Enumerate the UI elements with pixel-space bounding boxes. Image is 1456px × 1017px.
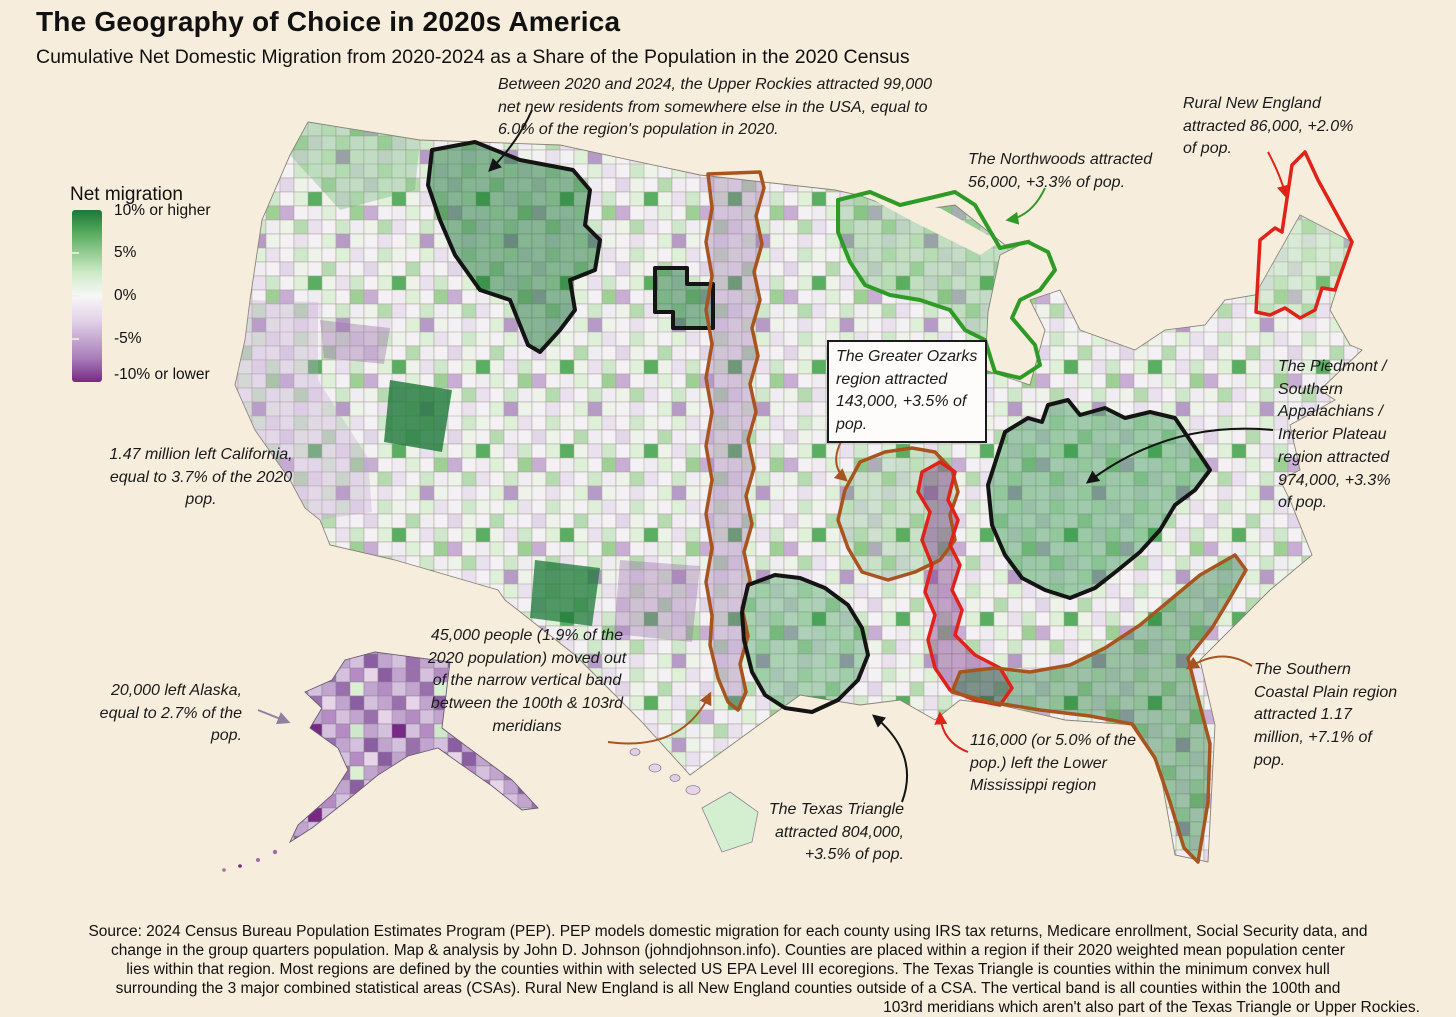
source-line: lies within that region. Most regions ar… bbox=[126, 961, 1330, 978]
lake-superior bbox=[870, 198, 1000, 255]
legend-tick bbox=[72, 295, 79, 297]
annotation-piedmont: The Piedmont / Southern Appalachians / I… bbox=[1278, 358, 1391, 512]
legend-label-5: 5% bbox=[114, 244, 137, 261]
page-title: The Geography of Choice in 2020s America bbox=[36, 6, 621, 37]
legend-title: Net migration bbox=[70, 184, 183, 205]
arrow-meridian-band bbox=[607, 691, 712, 745]
annotation-meridian-band: 45,000 people (1.9% of the 2020 populati… bbox=[427, 627, 627, 735]
legend-label-0: 0% bbox=[114, 287, 137, 304]
arrow-upper-rockies bbox=[488, 109, 533, 172]
arrow-piedmont bbox=[1085, 427, 1274, 484]
arrow-southern-coastal-plain bbox=[1185, 655, 1253, 670]
legend-tick bbox=[72, 252, 79, 254]
source-line: 103rd meridians which aren't also part o… bbox=[883, 999, 1420, 1016]
legend-label-min: -10% or lower bbox=[114, 366, 210, 383]
annotation-lower-mississippi: 116,000 (or 5.0% of the pop.) left the L… bbox=[970, 732, 1137, 795]
annotation-arrows bbox=[257, 109, 1290, 803]
source-line: Source: 2024 Census Bureau Population Es… bbox=[88, 923, 1368, 940]
arrow-rural-new-england bbox=[1267, 151, 1290, 199]
legend-label-max: 10% or higher bbox=[114, 202, 211, 219]
page-subtitle: Cumulative Net Domestic Migration from 2… bbox=[36, 46, 910, 68]
arrow-lower-mississippi bbox=[934, 711, 969, 753]
annotation-northwoods: The Northwoods attracted 56,000, +3.3% o… bbox=[968, 151, 1153, 191]
alaska bbox=[222, 651, 539, 872]
legend-tick bbox=[72, 338, 79, 340]
annotation-alaska: 20,000 left Alaska, equal to 2.7% of the… bbox=[99, 682, 242, 745]
annotation-southern-coastal-plain: The Southern Coastal Plain region attrac… bbox=[1254, 661, 1398, 769]
arrow-alaska bbox=[257, 709, 291, 725]
arrow-texas-triangle bbox=[871, 714, 909, 803]
regional-tints bbox=[235, 122, 1352, 862]
annotation-upper-rockies: Between 2020 and 2024, the Upper Rockies… bbox=[498, 76, 933, 139]
annotation-greater-ozarks: The Greater Ozarks region attracted 143,… bbox=[827, 340, 987, 443]
hawaii bbox=[629, 748, 759, 853]
arrow-northwoods bbox=[1005, 187, 1046, 225]
us-choropleth-map bbox=[222, 109, 1363, 872]
source-line: change in the group quarters population.… bbox=[111, 942, 1345, 959]
source-note: Source: 2024 Census Bureau Population Es… bbox=[36, 922, 1420, 1017]
legend-label-neg5: -5% bbox=[114, 330, 142, 347]
source-line: surrounding the 3 major combined statist… bbox=[115, 980, 1341, 997]
legend: Net migration 10% or higher 5% 0% -5% -1… bbox=[68, 184, 298, 383]
annotation-texas-triangle: The Texas Triangle attracted 804,000, +3… bbox=[768, 801, 904, 864]
annotation-california: 1.47 million left California, equal to 3… bbox=[109, 446, 293, 509]
annotation-rural-new-england: Rural New England attracted 86,000, +2.0… bbox=[1183, 95, 1354, 158]
continental-us bbox=[234, 121, 1363, 864]
